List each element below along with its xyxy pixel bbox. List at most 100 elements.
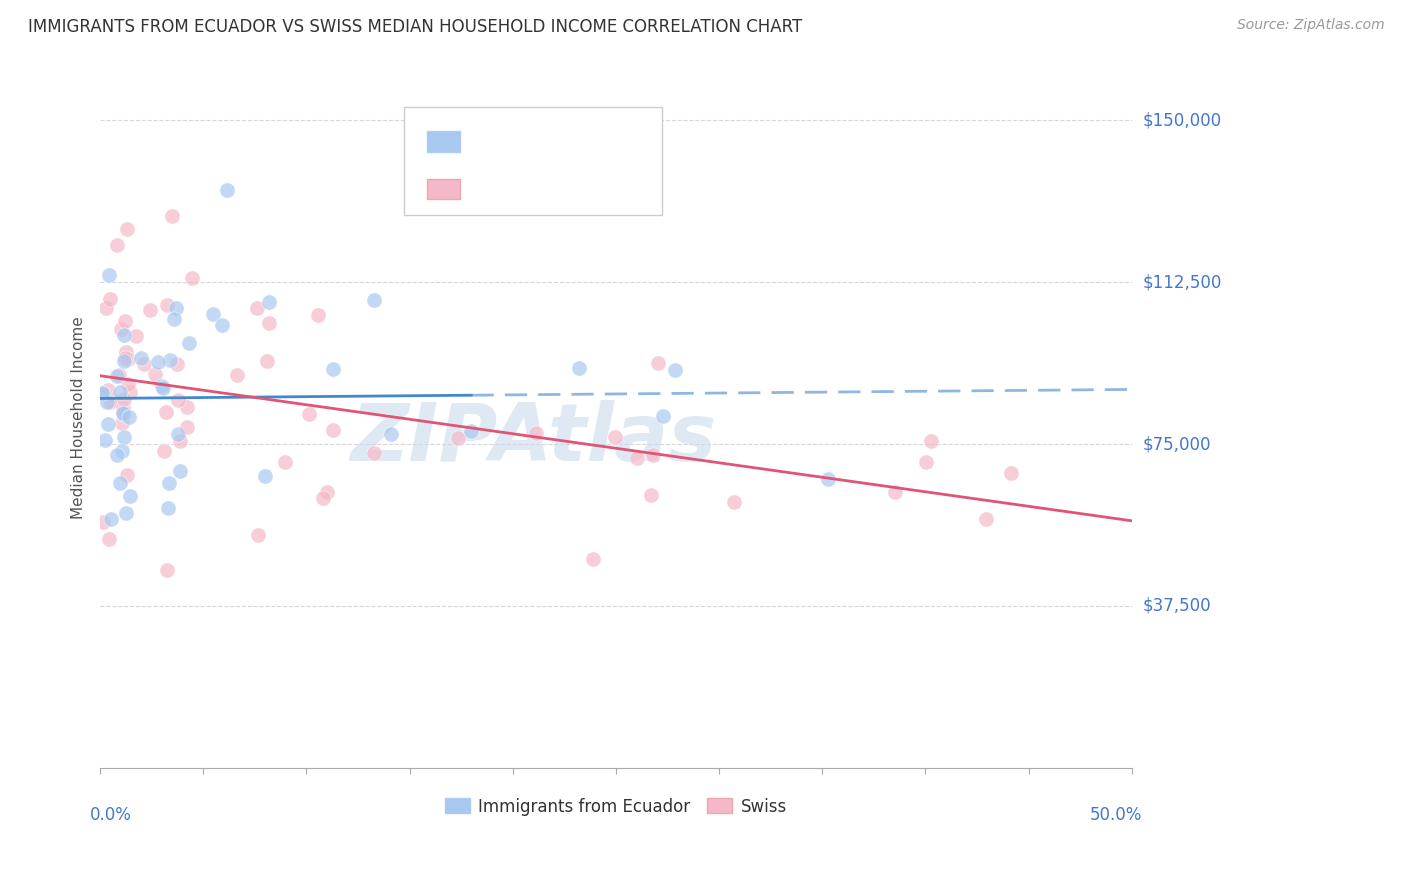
Legend: Immigrants from Ecuador, Swiss: Immigrants from Ecuador, Swiss: [439, 791, 793, 822]
Point: [256, 353, 278, 368]
Point: [139, 303, 162, 318]
Point: [245, 301, 267, 315]
Point: [114, 506, 136, 520]
Point: [108, 368, 131, 382]
Text: R = -0.084   N = 45: R = -0.084 N = 45: [472, 131, 636, 149]
Point: [664, 362, 686, 376]
Point: [112, 407, 135, 421]
Point: [605, 430, 627, 444]
Point: [112, 430, 135, 444]
Y-axis label: Median Household Income: Median Household Income: [72, 317, 86, 519]
Point: [640, 488, 662, 502]
Point: [180, 270, 202, 285]
Point: [298, 407, 321, 421]
FancyBboxPatch shape: [427, 178, 460, 199]
Point: [111, 406, 134, 420]
Point: [883, 485, 905, 500]
Point: [97, 268, 120, 282]
Point: [363, 293, 385, 307]
Point: [524, 426, 547, 441]
Point: [920, 434, 942, 448]
Point: [117, 377, 139, 392]
Text: R = -0.288   N = 63: R = -0.288 N = 63: [472, 178, 636, 196]
Point: [118, 409, 141, 424]
Point: [641, 448, 664, 462]
Point: [652, 409, 675, 423]
Point: [246, 528, 269, 542]
Point: [98, 532, 121, 546]
Point: [105, 368, 128, 383]
Point: [115, 467, 138, 482]
Point: [94, 301, 117, 315]
Point: [155, 405, 177, 419]
Text: $150,000: $150,000: [1143, 112, 1222, 129]
Point: [156, 563, 179, 577]
Point: [91, 387, 114, 401]
Point: [111, 417, 134, 431]
Point: [132, 357, 155, 371]
FancyBboxPatch shape: [405, 107, 662, 215]
Point: [322, 424, 344, 438]
Point: [114, 351, 136, 365]
Point: [568, 360, 591, 375]
Point: [974, 512, 997, 526]
Text: $112,500: $112,500: [1143, 273, 1222, 291]
Point: [156, 298, 179, 312]
Text: IMMIGRANTS FROM ECUADOR VS SWISS MEDIAN HOUSEHOLD INCOME CORRELATION CHART: IMMIGRANTS FROM ECUADOR VS SWISS MEDIAN …: [28, 18, 803, 36]
Point: [167, 392, 190, 407]
Point: [167, 426, 190, 441]
Point: [159, 353, 181, 368]
Point: [447, 431, 470, 445]
Point: [215, 183, 238, 197]
Point: [125, 328, 148, 343]
Point: [176, 401, 198, 415]
Point: [915, 455, 938, 469]
Point: [114, 344, 136, 359]
Point: [274, 455, 297, 469]
Point: [153, 443, 176, 458]
Point: [105, 238, 128, 252]
Text: ZIPAtlas: ZIPAtlas: [350, 401, 717, 478]
Point: [626, 450, 648, 465]
Point: [160, 210, 183, 224]
Point: [157, 501, 180, 516]
Point: [100, 512, 122, 526]
Point: [152, 381, 174, 395]
Point: [114, 354, 136, 368]
Point: [111, 401, 134, 415]
Point: [169, 464, 191, 478]
Point: [169, 434, 191, 448]
FancyBboxPatch shape: [427, 131, 460, 152]
Point: [108, 475, 131, 490]
Point: [817, 472, 839, 486]
Point: [380, 426, 402, 441]
Point: [110, 385, 132, 400]
Point: [157, 475, 180, 490]
Point: [97, 417, 120, 431]
Point: [131, 351, 153, 365]
Point: [97, 383, 120, 397]
Point: [91, 516, 114, 530]
Point: [98, 395, 121, 409]
Point: [179, 336, 201, 351]
Point: [110, 322, 132, 336]
Point: [315, 484, 337, 499]
Point: [152, 379, 174, 393]
Point: [363, 445, 385, 459]
Point: [723, 495, 745, 509]
Text: 0.0%: 0.0%: [90, 806, 132, 824]
Point: [114, 314, 136, 328]
Point: [322, 362, 344, 376]
Text: 50.0%: 50.0%: [1090, 806, 1142, 824]
Point: [254, 469, 277, 483]
Point: [460, 424, 482, 438]
Point: [257, 316, 280, 330]
Point: [211, 318, 233, 332]
Point: [312, 491, 335, 505]
Text: $37,500: $37,500: [1143, 597, 1212, 615]
Point: [647, 356, 669, 370]
Point: [112, 392, 135, 406]
Point: [117, 352, 139, 367]
Point: [146, 354, 169, 368]
Point: [1000, 466, 1022, 480]
